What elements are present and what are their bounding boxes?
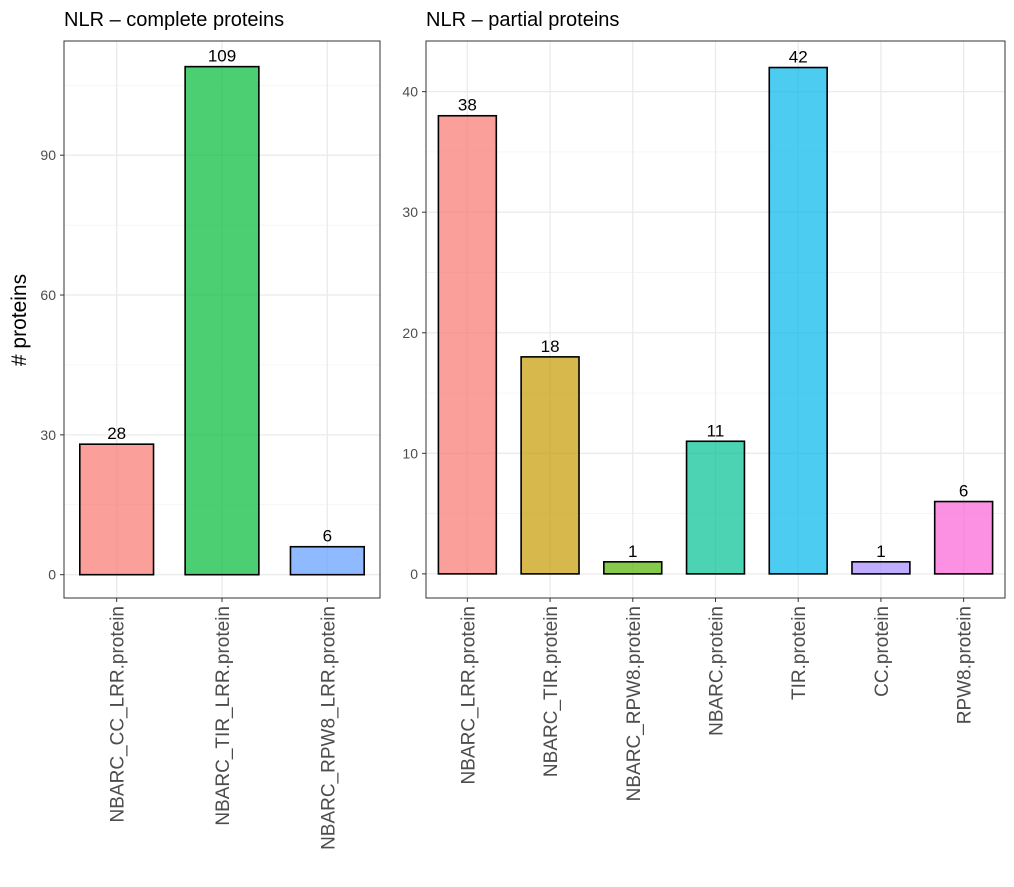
- data-label: 11: [707, 421, 725, 440]
- bar-RPW8.protein: [933, 500, 994, 575]
- chart-complete-proteins: NLR – complete proteins2810960306090NBAR…: [40, 9, 381, 850]
- data-label: 109: [208, 47, 236, 66]
- y-tick-label: 30: [40, 427, 56, 443]
- y-axis-label: # proteins: [8, 274, 31, 366]
- bar-NBARC_RPW8.protein: [603, 561, 663, 575]
- x-tick-label: NBARC_RPW8_LRR.protein: [318, 606, 339, 850]
- data-label: 1: [876, 542, 885, 561]
- bar-NBARC.protein: [685, 440, 746, 575]
- x-tick-label: TIR.protein: [789, 606, 810, 700]
- bar-NBARC_CC_LRR.protein: [79, 443, 155, 576]
- y-tick-label: 30: [402, 204, 418, 220]
- chart-title: NLR – partial proteins: [426, 9, 619, 31]
- y-tick-label: 0: [48, 567, 56, 583]
- y-tick-label: 60: [40, 287, 56, 303]
- x-tick-label: NBARC_LRR.protein: [458, 606, 479, 784]
- x-tick-label: CC.protein: [872, 606, 893, 697]
- bar-TIR.protein: [768, 66, 828, 575]
- y-tick-label: 90: [40, 147, 56, 163]
- chart-title: NLR – complete proteins: [64, 9, 284, 31]
- data-label: 6: [323, 527, 332, 546]
- bar-NBARC_LRR.protein: [437, 114, 498, 575]
- x-tick-label: NBARC_TIR_LRR.protein: [213, 606, 234, 826]
- data-label: 38: [458, 96, 477, 115]
- y-tick-label: 10: [402, 445, 418, 461]
- bar-CC.protein: [851, 561, 911, 575]
- x-tick-label: NBARC_CC_LRR.protein: [108, 606, 129, 822]
- data-label: 6: [959, 482, 968, 501]
- bar-NBARC_TIR.protein: [520, 356, 580, 575]
- bar-NBARC_TIR_LRR.protein: [184, 65, 260, 576]
- y-tick-label: 0: [410, 566, 418, 582]
- data-label: 28: [107, 424, 126, 443]
- x-tick-label: RPW8.protein: [955, 606, 976, 724]
- data-label: 1: [628, 542, 637, 561]
- x-tick-label: NBARC.protein: [707, 606, 728, 736]
- data-label: 18: [541, 337, 560, 356]
- x-tick-label: NBARC_RPW8.protein: [624, 606, 645, 801]
- bar-NBARC_RPW8_LRR.protein: [289, 545, 366, 576]
- y-tick-label: 40: [402, 84, 418, 100]
- data-label: 42: [789, 48, 808, 67]
- chart-partial-proteins: NLR – partial proteins381811142160102030…: [402, 9, 1006, 801]
- x-tick-label: NBARC_TIR.protein: [541, 606, 562, 777]
- y-tick-label: 20: [402, 325, 418, 341]
